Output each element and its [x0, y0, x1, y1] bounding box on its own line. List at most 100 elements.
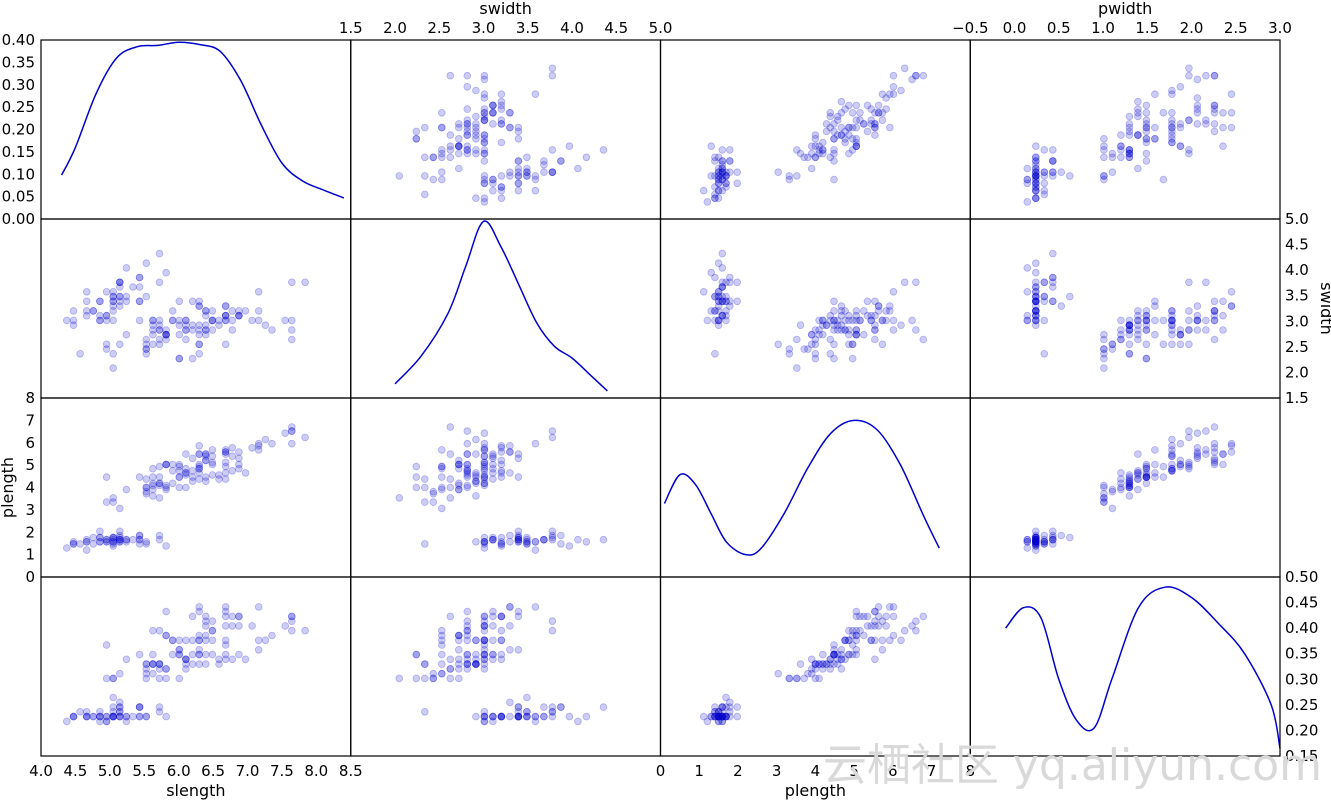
- scatter-point: [472, 712, 480, 721]
- scatter-point: [1193, 75, 1202, 84]
- scatter-point: [116, 527, 124, 536]
- scatter-point: [703, 316, 712, 325]
- scatter-point: [826, 335, 835, 344]
- scatter-point: [774, 168, 782, 177]
- scatter-point: [497, 460, 506, 469]
- scatter-point: [874, 612, 883, 621]
- scatter-point: [463, 116, 472, 124]
- scatter-point: [718, 311, 727, 320]
- scatter-point: [1100, 494, 1108, 502]
- x-tick-label-plength: 7: [927, 762, 937, 780]
- x-tick-label-plength: 3: [772, 762, 782, 780]
- scatter-point: [221, 448, 230, 456]
- scatter-point: [122, 655, 131, 664]
- scatter-point: [1151, 123, 1159, 132]
- scatter-point: [1023, 175, 1032, 184]
- scatter-point: [514, 527, 523, 536]
- scatter-point: [514, 712, 523, 721]
- scatter-point: [548, 64, 557, 73]
- scatter-point: [480, 655, 489, 664]
- scatter-point: [548, 535, 557, 544]
- scatter-point: [711, 157, 719, 165]
- scatter-point: [859, 307, 868, 315]
- scatter-point: [1032, 537, 1040, 546]
- scatter-point: [412, 674, 421, 683]
- scatter-point: [480, 452, 489, 461]
- scatter-point: [725, 703, 734, 711]
- scatter-point: [711, 707, 719, 716]
- subplot-pwidth-vs-pwidth: [1005, 586, 1281, 749]
- scatter-point: [182, 316, 190, 325]
- scatter-point: [142, 340, 151, 349]
- scatter-point: [208, 307, 217, 315]
- scatter-point: [1125, 321, 1134, 330]
- scatter-point: [1142, 321, 1151, 330]
- scatter-point: [1219, 326, 1227, 334]
- x-tick-label-swidth: 2.0: [383, 19, 407, 37]
- scatter-point: [871, 326, 879, 334]
- scatter-point: [109, 537, 117, 546]
- scatter-point: [1125, 120, 1134, 128]
- scatter-point: [480, 712, 489, 721]
- scatter-point: [215, 655, 223, 664]
- scatter-point: [852, 636, 861, 645]
- scatter-point: [845, 316, 853, 325]
- scatter-point: [1100, 345, 1108, 353]
- scatter-point: [1202, 316, 1210, 325]
- scatter-point: [841, 105, 849, 113]
- scatter-point: [472, 660, 480, 668]
- scatter-point: [1142, 316, 1151, 325]
- scatter-point: [1032, 168, 1040, 177]
- scatter-point: [116, 302, 124, 310]
- scatter-point: [889, 631, 898, 640]
- scatter-point: [228, 316, 237, 325]
- scatter-point: [523, 533, 531, 542]
- scatter-point: [149, 626, 157, 635]
- scatter-point: [900, 626, 909, 635]
- scatter-point: [235, 307, 243, 315]
- scatter-point: [1040, 537, 1049, 546]
- scatter-point: [833, 112, 842, 121]
- scatter-point: [202, 456, 210, 465]
- scatter-point: [155, 660, 164, 668]
- scatter-point: [480, 446, 489, 454]
- scatter-point: [523, 540, 531, 548]
- scatter-point: [722, 183, 730, 191]
- scatter-point: [919, 612, 928, 621]
- scatter-point: [1193, 311, 1202, 320]
- scatter-point: [155, 316, 164, 325]
- scatter-point: [420, 483, 429, 492]
- scatter-point: [489, 622, 497, 630]
- y-tick-label-swidth: 5.0: [1285, 210, 1309, 228]
- scatter-point: [489, 450, 497, 458]
- scatter-point: [718, 292, 727, 301]
- scatter-point: [497, 469, 506, 477]
- scatter-point: [523, 535, 531, 544]
- scatter-point: [1125, 471, 1134, 479]
- scatter-point: [711, 349, 719, 358]
- scatter-point: [497, 540, 506, 548]
- scatter-point: [489, 464, 497, 473]
- scatter-point: [202, 330, 210, 339]
- scatter-point: [1210, 120, 1219, 128]
- scatter-point: [102, 535, 111, 544]
- scatter-point: [833, 660, 842, 668]
- scatter-point: [514, 535, 523, 544]
- scatter-point: [711, 307, 719, 315]
- scatter-point: [1032, 535, 1040, 544]
- scatter-point: [1117, 485, 1125, 494]
- scatter-point: [1142, 157, 1151, 165]
- scatter-point: [497, 172, 506, 180]
- scatter-point: [208, 636, 217, 645]
- scatter-point: [837, 131, 846, 139]
- scatter-point: [1125, 475, 1134, 483]
- scatter-point: [1168, 138, 1176, 147]
- scatter-point: [497, 116, 506, 124]
- scatter-point: [195, 302, 204, 310]
- scatter-point: [1202, 427, 1210, 435]
- scatter-point: [155, 535, 164, 544]
- scatter-point: [489, 101, 497, 110]
- scatter-point: [837, 650, 846, 659]
- scatter-point: [1032, 161, 1040, 169]
